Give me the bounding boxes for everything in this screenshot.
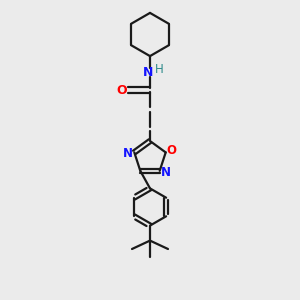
Text: N: N	[123, 147, 133, 161]
Text: N: N	[143, 65, 154, 79]
Text: N: N	[161, 166, 171, 179]
Text: O: O	[116, 83, 127, 97]
Text: H: H	[155, 63, 164, 76]
Text: O: O	[167, 144, 177, 157]
